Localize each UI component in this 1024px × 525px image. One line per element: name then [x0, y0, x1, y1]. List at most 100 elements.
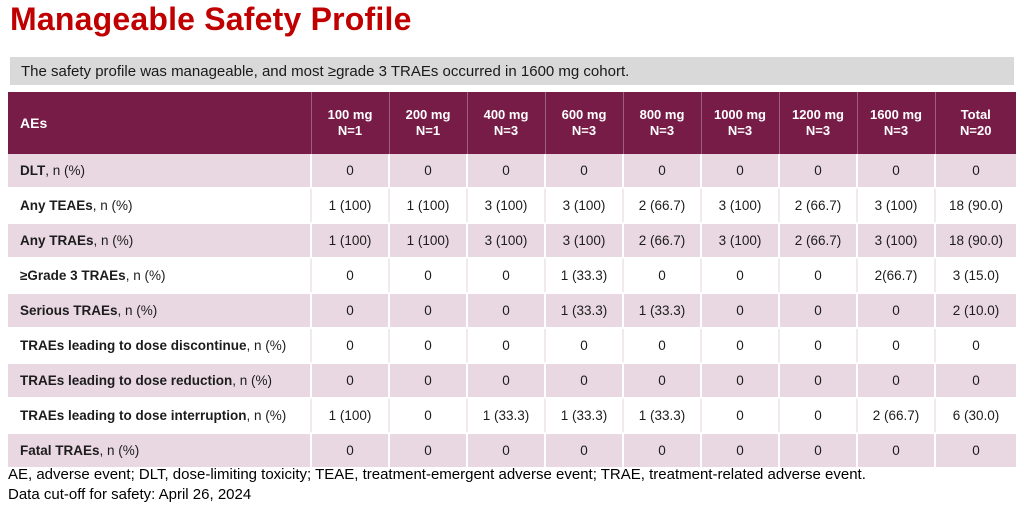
column-header: 200 mg N=1 — [388, 92, 467, 154]
column-header: 400 mg N=3 — [466, 92, 545, 154]
table-cell: 0 — [388, 328, 467, 364]
table-cell: 1 (100) — [310, 188, 389, 224]
table-cell: 0 — [700, 293, 779, 329]
row-label-suffix: , n (%) — [232, 373, 273, 388]
table-cell: 0 — [466, 258, 545, 294]
table-row: TRAEs leading to dose interruption, n (%… — [8, 398, 1016, 434]
table-cell: 6 (30.0) — [934, 398, 1016, 434]
table-cell: 0 — [934, 328, 1016, 364]
table-cell: 0 — [778, 328, 857, 364]
row-label-main: DLT — [20, 163, 46, 178]
table-row: Fatal TRAEs, n (%) 0 0 0 0 0 0 0 0 0 — [8, 433, 1016, 469]
row-label: ≥Grade 3 TRAEs, n (%) — [8, 258, 311, 294]
column-header: 600 mg N=3 — [544, 92, 623, 154]
table-cell: 18 (90.0) — [934, 223, 1016, 259]
row-label-main: Any TEAEs — [20, 198, 93, 213]
table-cell: 0 — [466, 154, 545, 189]
table-cell: 0 — [544, 328, 623, 364]
footnotes: AE, adverse event; DLT, dose-limiting to… — [8, 465, 1008, 505]
safety-table: AEs 100 mg N=1 200 mg N=1 400 mg N=3 600 mg N=3… — [8, 92, 1016, 469]
table-cell: 0 — [544, 154, 623, 189]
table-cell: 0 — [622, 328, 701, 364]
table-cell: 1 (100) — [388, 223, 467, 259]
footnote-abbreviations: AE, adverse event; DLT, dose-limiting to… — [8, 466, 866, 483]
row-label: TRAEs leading to dose interruption, n (%… — [8, 398, 311, 434]
table-cell: 0 — [622, 363, 701, 399]
table-cell: 0 — [700, 328, 779, 364]
table-cell: 0 — [466, 328, 545, 364]
row-label-suffix: , n (%) — [99, 443, 140, 458]
table-cell: 3 (100) — [856, 188, 935, 224]
table-body: DLT, n (%) 0 0 0 0 0 0 0 0 0 Any TEAEs, n (%) 1 (10… — [8, 154, 1016, 469]
table-cell: 0 — [700, 363, 779, 399]
table-cell: 2(66.7) — [856, 258, 935, 294]
table-cell: 0 — [310, 154, 389, 189]
table-cell: 0 — [544, 363, 623, 399]
table-cell: 2 (66.7) — [856, 398, 935, 434]
row-label: Fatal TRAEs, n (%) — [8, 433, 311, 469]
table-cell: 0 — [700, 398, 779, 434]
table-cell: 0 — [388, 293, 467, 329]
table-cell: 0 — [310, 293, 389, 329]
subtitle-text: The safety profile was manageable, and m… — [21, 62, 630, 80]
column-header: Total N=20 — [934, 92, 1016, 154]
table-cell: 0 — [856, 363, 935, 399]
table-cell: 0 — [778, 433, 857, 469]
table-cell: 0 — [856, 433, 935, 469]
table-cell: 0 — [310, 433, 389, 469]
column-header-aes: AEs — [8, 92, 311, 154]
table-cell: 1 (100) — [310, 398, 389, 434]
table-cell: 1 (33.3) — [622, 398, 701, 434]
table-cell: 3 (100) — [544, 188, 623, 224]
table-row: Serious TRAEs, n (%) 0 0 0 1 (33.3) 1 (33.3) 0… — [8, 293, 1016, 329]
table-cell: 0 — [388, 363, 467, 399]
table-cell: 2 (66.7) — [622, 223, 701, 259]
column-header: 100 mg N=1 — [310, 92, 389, 154]
table-cell: 0 — [856, 154, 935, 189]
table-cell: 0 — [310, 328, 389, 364]
row-label-suffix: , n (%) — [246, 338, 287, 353]
table-row: TRAEs leading to dose discontinue, n (%)… — [8, 328, 1016, 364]
table-cell: 3 (100) — [700, 188, 779, 224]
table-cell: 0 — [856, 293, 935, 329]
row-label-suffix: , n (%) — [92, 198, 133, 213]
table-cell: 0 — [466, 293, 545, 329]
table-cell: 3 (100) — [544, 223, 623, 259]
table-cell: 0 — [466, 363, 545, 399]
row-label: Any TEAEs, n (%) — [8, 188, 311, 224]
table-cell: 3 (100) — [466, 188, 545, 224]
row-label: TRAEs leading to dose discontinue, n (%) — [8, 328, 311, 364]
column-header: 800 mg N=3 — [622, 92, 701, 154]
table-cell: 0 — [622, 258, 701, 294]
table-cell: 0 — [778, 363, 857, 399]
table-cell: 0 — [700, 433, 779, 469]
table-cell: 1 (33.3) — [622, 293, 701, 329]
row-label-suffix: , n (%) — [246, 408, 287, 423]
row-label-main: Serious TRAEs — [20, 303, 118, 318]
row-label: TRAEs leading to dose reduction, n (%) — [8, 363, 311, 399]
table-cell: 0 — [778, 293, 857, 329]
row-label-suffix: , n (%) — [93, 233, 134, 248]
table-cell: 0 — [388, 433, 467, 469]
row-label-main: ≥Grade 3 TRAEs — [20, 268, 126, 283]
table-cell: 1 (100) — [388, 188, 467, 224]
subtitle-banner: The safety profile was manageable, and m… — [10, 57, 1014, 85]
table-cell: 0 — [856, 328, 935, 364]
table-cell: 1 (33.3) — [466, 398, 545, 434]
table-cell: 2 (66.7) — [778, 188, 857, 224]
table-row: Any TEAEs, n (%) 1 (100) 1 (100) 3 (100) 3 (… — [8, 188, 1016, 224]
table-header-row: AEs 100 mg N=1 200 mg N=1 400 mg N=3 600 mg N=3… — [8, 92, 1016, 154]
table-cell: 0 — [700, 154, 779, 189]
column-header: 1600 mg N=3 — [856, 92, 935, 154]
table-cell: 0 — [388, 154, 467, 189]
column-header: 1200 mg N=3 — [778, 92, 857, 154]
table-cell: 2 (66.7) — [778, 223, 857, 259]
table-cell: 0 — [622, 154, 701, 189]
column-header: 1000 mg N=3 — [700, 92, 779, 154]
table-cell: 0 — [466, 433, 545, 469]
row-label-main: TRAEs leading to dose interruption — [20, 408, 247, 423]
table-cell: 0 — [778, 258, 857, 294]
table-cell: 1 (33.3) — [544, 258, 623, 294]
table-cell: 0 — [934, 433, 1016, 469]
